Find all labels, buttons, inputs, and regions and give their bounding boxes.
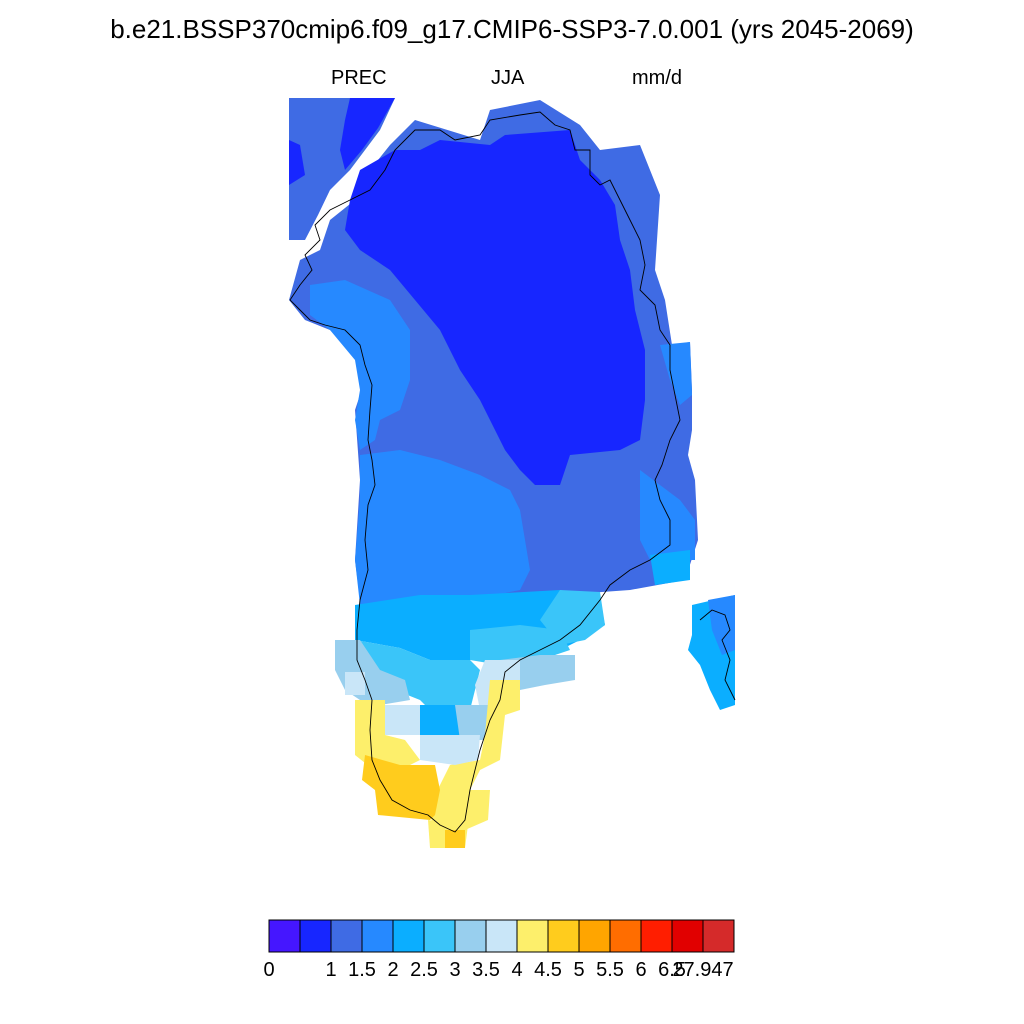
colorbar-box [299,919,332,953]
colorbar-tick-label: 2.5 [410,959,438,981]
units-label: mm/d [632,67,682,89]
colorbar-tick-label: 5.5 [596,959,624,981]
colorbar-box [547,919,580,953]
plot-title: b.e21.BSSP370cmip6.f09_g17.CMIP6-SSP3-7.… [110,14,914,44]
colorbar-tick-label: 27.947 [672,959,733,981]
colorbar-tick-label: 0 [263,959,274,981]
colorbar-tick-label: 2 [387,959,398,981]
colorbar-box [578,919,611,953]
colorbar-box [516,919,549,953]
colorbar-box [702,919,735,953]
colorbar-tick-label: 4 [511,959,522,981]
colorbar-tick-label: 6.5 [658,959,686,981]
colorbar-box [609,919,642,953]
colorbar-box [671,919,704,953]
colorbar-box [423,919,456,953]
colorbar-tick-label: 1.5 [348,959,376,981]
colorbar-box [392,919,425,953]
colorbar-tick-label: 5 [573,959,584,981]
season-label: JJA [491,67,525,89]
colorbar-tick-label: 4.5 [534,959,562,981]
colorbar-tick-label: 3.5 [472,959,500,981]
colorbar-tick-label: 3 [449,959,460,981]
colorbar-box [485,919,518,953]
colorbar-tick-label: 6 [635,959,646,981]
colorbar-box [640,919,673,953]
colorbar-box [361,919,394,953]
colorbar-box [330,919,363,953]
variable-label: PREC [331,67,387,89]
colorbar-box [454,919,487,953]
coastline [289,111,681,833]
colorbar-box [268,919,301,953]
colorbar-tick-label: 1 [325,959,336,981]
greenland-field [289,98,735,848]
